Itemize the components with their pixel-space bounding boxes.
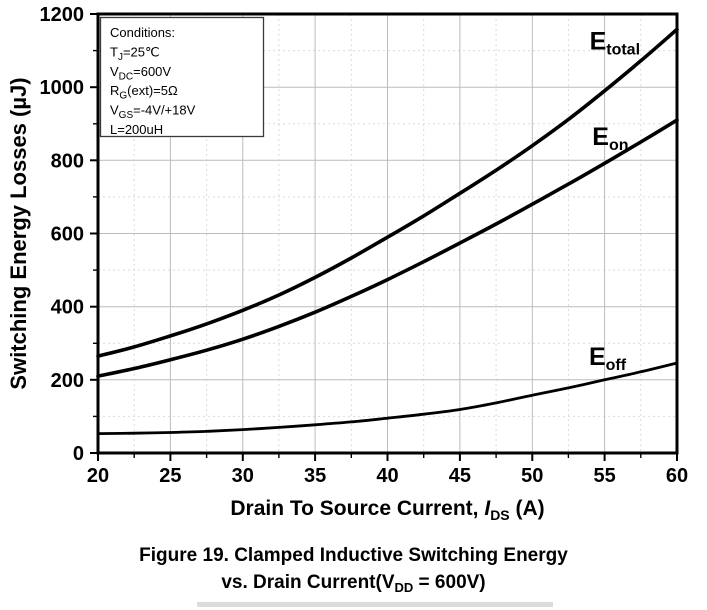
caption-text: vs. Drain Current(V [221,572,395,593]
conditions-box-frame [99,16,265,138]
figure-caption: Figure 19. Clamped Inductive Switching E… [0,542,707,601]
curve-E_off [96,361,679,435]
x-tick-label: 25 [159,465,181,487]
caption-text: = 600V) [413,572,486,593]
x-tick-label: 60 [666,465,688,487]
curve-label-E_on: Eon [592,123,628,154]
y-tick-label: 800 [51,150,84,172]
y-tick-label: 200 [51,370,84,392]
curve-label-E_total: Etotal [590,27,640,58]
curve-E_total [96,27,679,358]
y-tick-label: 400 [51,297,84,319]
condition-line: Conditions: [110,25,175,40]
conditions-box: Conditions: TJ=25℃VDC=600VRG(ext)=5ΩVGS=-… [99,16,265,138]
condition-line: L=200uH [110,122,163,137]
condition-line: VDC=600V [110,64,171,83]
x-tick-labels: 20 25 30 35 40 45 50 55 60 [87,465,688,487]
condition-line: VGS=-4V/+18V [110,103,196,122]
x-tick-label: 45 [449,465,471,487]
y-axis-title: Switching Energy Losses (µJ) [6,77,31,389]
x-tick-label: 40 [376,465,398,487]
y-tick-labels: 0 200 400 600 800 1000 1200 [40,4,85,465]
condition-line: RG(ext)=5Ω [110,83,178,102]
x-tick-label: 50 [521,465,543,487]
caption-subscript: DD [394,580,414,595]
y-tick-label: 0 [73,443,84,465]
condition-line: TJ=25℃ [110,44,160,63]
grid-major [98,14,677,453]
switching-energy-chart: 20 25 30 35 40 45 50 55 60020040060080010001200S… [6,4,688,523]
page-divider-line [197,602,553,607]
figure-caption-line1: Figure 19. Clamped Inductive Switching E… [139,545,568,566]
curve-label-E_off: Eoff [589,343,627,374]
y-tick-label: 1200 [40,4,85,26]
figure-caption-line2: vs. Drain Current(VDD = 600V) [0,569,707,601]
y-tick-label: 600 [51,224,84,246]
x-tick-label: 30 [232,465,254,487]
x-tick-label: 35 [304,465,326,487]
x-tick-label: 20 [87,465,109,487]
x-tick-label: 55 [593,465,615,487]
x-axis-title: Drain To Source Current, IDS (A) [230,497,544,523]
plot-border [96,12,679,455]
y-tick-label: 1000 [40,77,85,99]
curve-E_on [96,118,679,378]
